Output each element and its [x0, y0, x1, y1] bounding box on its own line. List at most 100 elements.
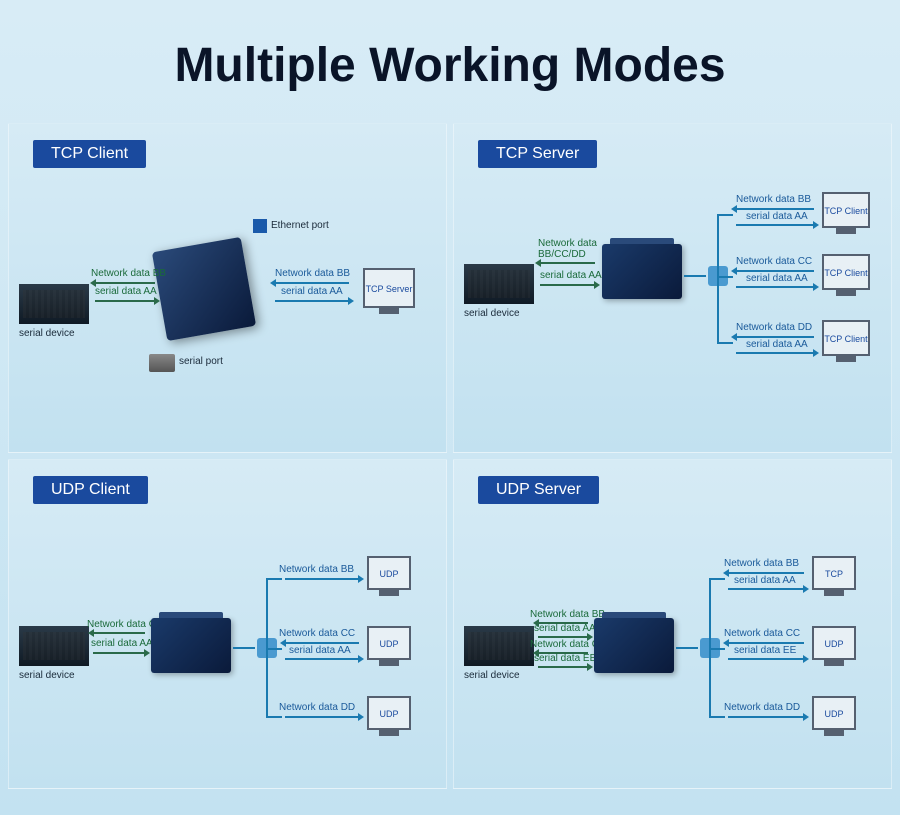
connector-line	[717, 342, 733, 344]
arrow-icon	[540, 284, 595, 286]
panel-tcp-server: TCP Server serial device Network data BB…	[453, 123, 892, 453]
arrow-icon	[736, 336, 814, 338]
connector-line	[676, 647, 698, 649]
flow-label: Network data BB	[279, 564, 354, 575]
flow-label: Network data DD	[736, 322, 812, 333]
arrow-icon	[285, 578, 359, 580]
monitor-icon: UDP	[812, 696, 856, 730]
flow-label: serial data AA	[746, 273, 808, 284]
connector-line	[266, 716, 282, 718]
monitor-icon: TCP	[812, 556, 856, 590]
serial-device-label: serial device	[464, 670, 520, 681]
flow-label: serial data AA	[91, 638, 153, 649]
monitor-icon: UDP	[367, 556, 411, 590]
serial-device-label: serial device	[19, 328, 75, 339]
converter-device-icon	[151, 618, 231, 673]
connector-line	[709, 578, 725, 580]
arrow-icon	[285, 716, 359, 718]
serial-device-label: serial device	[19, 670, 75, 681]
arrow-icon	[728, 716, 804, 718]
flow-label: Network data BB	[736, 194, 811, 205]
arrow-icon	[285, 642, 359, 644]
arrow-icon	[728, 658, 804, 660]
arrow-icon	[93, 632, 145, 634]
panel-udp-client: UDP Client serial device Network data CC…	[8, 459, 447, 789]
flow-label: Network data DD	[724, 702, 800, 713]
monitor-label: UDP	[369, 698, 409, 719]
panel-tcp-client: TCP Client serial device Ethernet port s…	[8, 123, 447, 453]
arrow-icon	[736, 208, 814, 210]
monitor-icon: UDP	[367, 626, 411, 660]
arrow-icon	[736, 270, 814, 272]
flow-label: Network data DD	[279, 702, 355, 713]
connector-line	[684, 275, 706, 277]
arrow-icon	[728, 572, 804, 574]
arrow-icon	[736, 286, 814, 288]
connector-line	[266, 648, 282, 650]
monitor-icon: TCP Client	[822, 320, 870, 356]
arrow-icon	[95, 282, 155, 284]
converter-device-icon	[602, 244, 682, 299]
ethernet-port-icon	[253, 219, 267, 233]
monitor-icon: TCP Client	[822, 192, 870, 228]
connector-line	[717, 276, 733, 278]
flow-label: serial data AA	[289, 645, 351, 656]
monitor-label: UDP	[369, 558, 409, 579]
flow-label: serial data EE	[534, 653, 596, 664]
arrow-icon	[538, 666, 588, 668]
converter-device-icon	[594, 618, 674, 673]
connector-line	[709, 716, 725, 718]
monitor-icon: UDP	[812, 626, 856, 660]
flow-label: Network data BB	[275, 268, 350, 279]
serial-port-icon	[149, 354, 175, 372]
mode-label: TCP Client	[33, 140, 146, 168]
ethernet-port-label: Ethernet port	[271, 220, 329, 231]
flow-label: serial data AA	[95, 286, 157, 297]
arrow-icon	[736, 352, 814, 354]
flow-label: serial data AA	[534, 623, 596, 634]
arrow-icon	[728, 642, 804, 644]
flow-label: Network data BB/CC/DD	[538, 238, 608, 260]
mode-label: TCP Server	[478, 140, 597, 168]
serial-device-icon	[464, 264, 534, 304]
connector-line	[717, 214, 719, 344]
mode-label: UDP Client	[33, 476, 148, 504]
monitor-icon: TCP Client	[822, 254, 870, 290]
connector-line	[233, 647, 255, 649]
connector-line	[266, 578, 282, 580]
arrow-icon	[285, 658, 359, 660]
monitor-label: UDP	[369, 628, 409, 649]
monitor-label: TCP Server	[365, 270, 413, 294]
monitor-icon: UDP	[367, 696, 411, 730]
flow-label: serial data EE	[734, 645, 796, 656]
arrow-icon	[95, 300, 155, 302]
monitor-label: UDP	[814, 698, 854, 719]
arrow-icon	[728, 588, 804, 590]
flow-label: Network data BB	[724, 558, 799, 569]
flow-label: Network data CC	[736, 256, 812, 267]
flow-label: serial data AA	[734, 575, 796, 586]
arrow-icon	[275, 282, 349, 284]
flow-label: serial data AA	[281, 286, 343, 297]
flow-label: Network data CC	[279, 628, 355, 639]
serial-device-icon	[19, 284, 89, 324]
panel-grid: TCP Client serial device Ethernet port s…	[0, 123, 900, 797]
flow-label: Network data CC	[724, 628, 800, 639]
converter-device-icon	[152, 237, 256, 341]
flow-label: serial data AA	[540, 270, 602, 281]
panel-udp-server: UDP Server serial device Network data BB…	[453, 459, 892, 789]
connector-line	[717, 214, 733, 216]
serial-device-icon	[19, 626, 89, 666]
arrow-icon	[538, 636, 588, 638]
arrow-icon	[540, 262, 595, 264]
monitor-icon: TCP Server	[363, 268, 415, 308]
mode-label: UDP Server	[478, 476, 599, 504]
page-title: Multiple Working Modes	[0, 0, 900, 123]
monitor-label: TCP Client	[824, 194, 868, 216]
serial-port-label: serial port	[179, 356, 223, 367]
serial-device-icon	[464, 626, 534, 666]
arrow-icon	[736, 224, 814, 226]
arrow-icon	[93, 652, 145, 654]
flow-label: Network data BB	[91, 268, 166, 279]
flow-label: serial data AA	[746, 339, 808, 350]
